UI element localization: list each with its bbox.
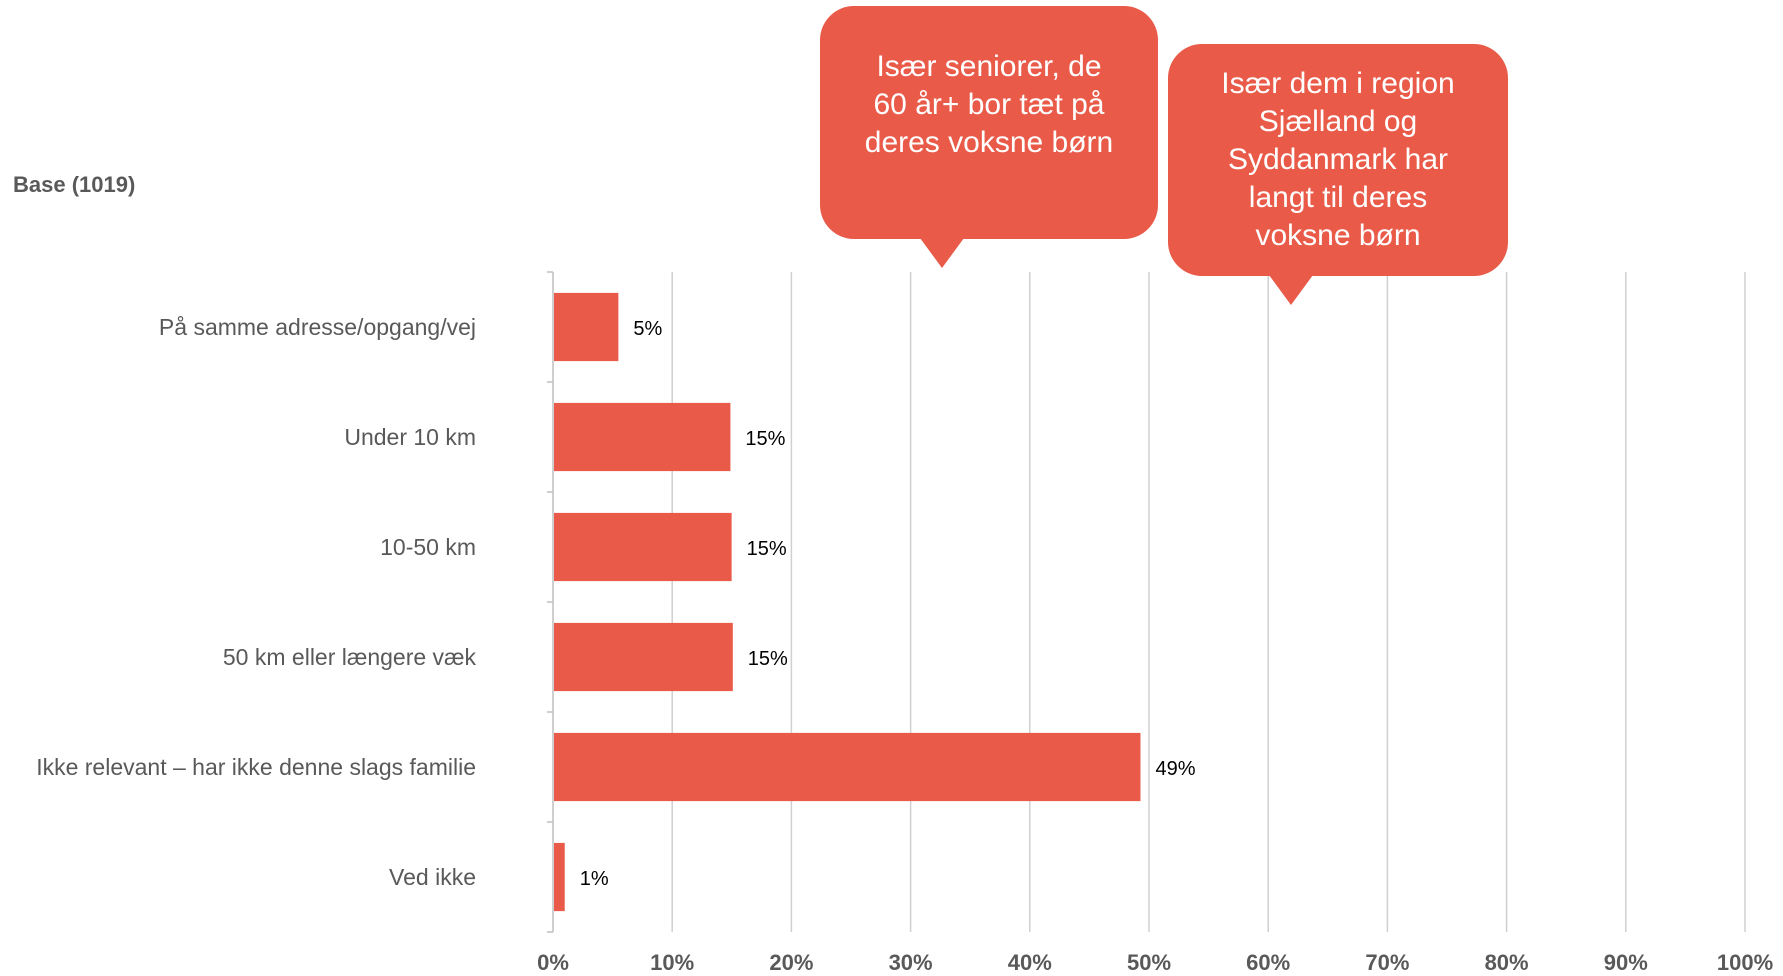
category-label: 50 km eller længere væk — [223, 644, 477, 670]
callout-seniors-text: Især seniorer, de 60 år+ bor tæt på dere… — [864, 49, 1114, 159]
x-tick-label: 20% — [769, 950, 813, 975]
category-label: På samme adresse/opgang/vej — [159, 314, 476, 340]
x-tick-label: 60% — [1246, 950, 1290, 975]
category-label: Ikke relevant – har ikke denne slags fam… — [36, 754, 476, 780]
bar — [554, 292, 619, 362]
callout-seniors-pointer — [920, 238, 964, 268]
bar — [554, 842, 565, 912]
callout-regions: Især dem i region Sjælland og Syddanmark… — [1168, 44, 1508, 305]
callout-regions-pointer — [1269, 275, 1313, 305]
x-tick-label: 40% — [1008, 950, 1052, 975]
x-tick-label: 10% — [650, 950, 694, 975]
data-label: 1% — [580, 868, 609, 890]
data-label: 15% — [745, 428, 785, 450]
x-tick-label: 100% — [1717, 950, 1773, 975]
x-tick-label: 70% — [1365, 950, 1409, 975]
bar — [554, 732, 1141, 802]
category-label: Ved ikke — [389, 864, 476, 890]
category-label: 10-50 km — [380, 534, 476, 560]
category-label: Under 10 km — [344, 424, 476, 450]
x-tick-label: 90% — [1604, 950, 1648, 975]
bar — [554, 512, 732, 582]
x-tick-label: 30% — [889, 950, 933, 975]
data-label: 15% — [748, 648, 788, 670]
x-tick-label: 0% — [537, 950, 569, 975]
base-label: Base (1019) — [13, 172, 136, 197]
bar — [554, 622, 733, 692]
callout-seniors: Især seniorer, de 60 år+ bor tæt på dere… — [820, 6, 1158, 268]
callout-regions-text: Især dem i region Sjælland og Syddanmark… — [1221, 67, 1455, 252]
bar — [554, 402, 731, 472]
data-label: 15% — [747, 538, 787, 560]
data-label: 49% — [1155, 758, 1195, 780]
x-tick-label: 80% — [1485, 950, 1529, 975]
x-tick-label: 50% — [1127, 950, 1171, 975]
data-label: 5% — [633, 318, 662, 340]
